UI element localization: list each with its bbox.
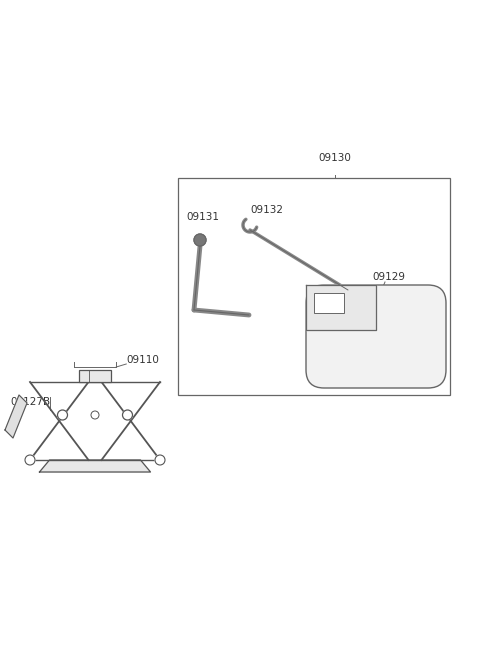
Bar — [178, 178, 450, 395]
Polygon shape — [306, 285, 376, 330]
FancyBboxPatch shape — [306, 285, 446, 388]
Bar — [314, 293, 344, 313]
Polygon shape — [39, 460, 151, 472]
Circle shape — [122, 410, 132, 420]
Circle shape — [194, 234, 206, 246]
Circle shape — [58, 410, 68, 420]
Text: 09131: 09131 — [186, 212, 219, 222]
Circle shape — [25, 455, 35, 465]
Text: 09130: 09130 — [318, 153, 351, 163]
Text: 09127B: 09127B — [10, 397, 50, 407]
Text: 09132: 09132 — [250, 205, 283, 215]
Text: 09129: 09129 — [372, 272, 405, 282]
Text: 09110: 09110 — [126, 355, 159, 365]
Bar — [79, 370, 111, 382]
Circle shape — [155, 455, 165, 465]
Polygon shape — [5, 395, 27, 438]
Circle shape — [91, 411, 99, 419]
